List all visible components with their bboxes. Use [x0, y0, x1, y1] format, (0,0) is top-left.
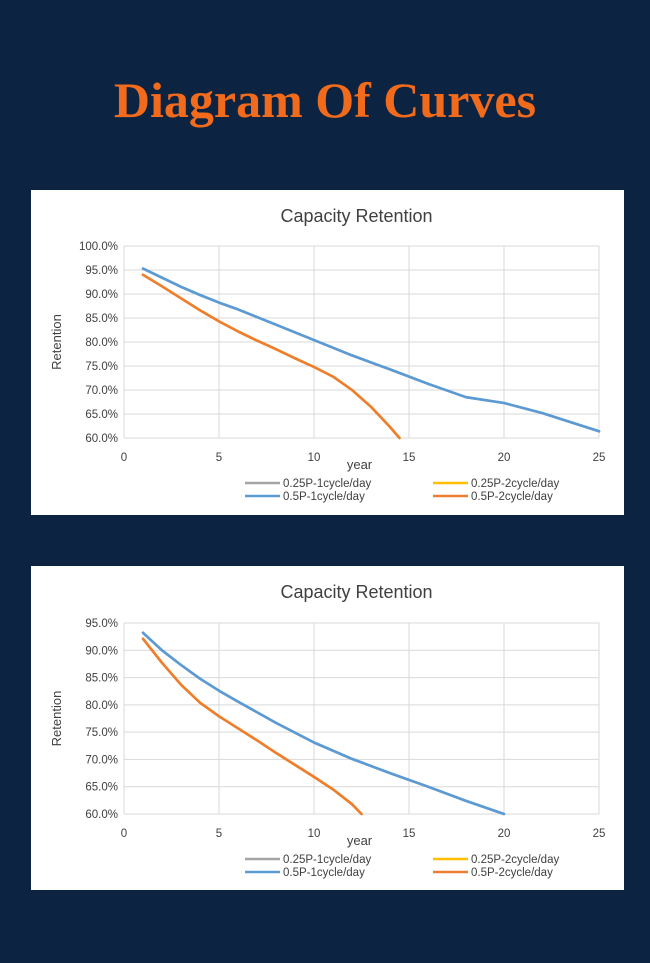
x-axis-title: year: [347, 457, 373, 472]
y-tick-label: 85.0%: [85, 673, 118, 685]
chart-panel-capacity-retention-2: Capacity Retention 60.0% 65.0% 70.0% 75.0% 80…: [31, 566, 624, 890]
y-tick-label: 65.0%: [85, 782, 118, 794]
chart-panel-capacity-retention-1: Capacity Retention 60.0% 65.0% 70.0% 75.0% 80…: [31, 190, 624, 515]
legend-label-0-5p-2cycle-day: 0.5P-2cycle/day: [471, 867, 553, 879]
y-axis-title: Retention: [49, 691, 64, 747]
y-tick-label: 95.0%: [85, 265, 118, 277]
y-tick-label: 80.0%: [85, 337, 118, 349]
legend-label-0-5p-1cycle-day: 0.5P-1cycle/day: [283, 491, 365, 503]
legend-label-0-5p-1cycle-day: 0.5P-1cycle/day: [283, 867, 365, 879]
x-tick-label: 10: [308, 452, 321, 464]
y-tick-label: 100.0%: [79, 241, 118, 253]
x-tick-label: 0: [121, 828, 127, 840]
y-axis-title: Retention: [49, 314, 64, 370]
y-tick-label: 80.0%: [85, 700, 118, 712]
y-tick-label: 70.0%: [85, 385, 118, 397]
x-tick-label: 25: [593, 452, 606, 464]
x-tick-label: 20: [498, 452, 511, 464]
x-tick-label: 10: [308, 828, 321, 840]
x-tick-label: 25: [593, 828, 606, 840]
chart-title: Capacity Retention: [280, 206, 432, 226]
y-tick-label: 75.0%: [85, 361, 118, 373]
chart-2: Capacity Retention 60.0% 65.0% 70.0% 75.0% 80…: [49, 582, 606, 879]
series-line-0-5p-2cycle-day: [141, 273, 401, 440]
y-tick-label: 90.0%: [85, 645, 118, 657]
y-tick-label: 60.0%: [85, 809, 118, 821]
y-tick-label: 95.0%: [85, 618, 118, 630]
page-title: Diagram Of Curves: [113, 72, 537, 128]
chart-title: Capacity Retention: [280, 582, 432, 602]
y-tick-label: 60.0%: [85, 433, 118, 445]
chart-1: Capacity Retention 60.0% 65.0% 70.0% 75.0% 80…: [49, 206, 606, 503]
x-tick-label: 15: [403, 828, 416, 840]
x-tick-label: 5: [216, 452, 222, 464]
x-axis-title: year: [347, 833, 373, 848]
legend-label-0-25p-2cycle-day: 0.25P-2cycle/day: [471, 478, 559, 490]
y-tick-label: 90.0%: [85, 289, 118, 301]
y-tick-label: 75.0%: [85, 727, 118, 739]
x-tick-label: 0: [121, 452, 127, 464]
y-tick-label: 65.0%: [85, 409, 118, 421]
legend-label-0-25p-1cycle-day: 0.25P-1cycle/day: [283, 854, 371, 866]
legend-label-0-5p-2cycle-day: 0.5P-2cycle/day: [471, 491, 553, 503]
legend-label-0-25p-2cycle-day: 0.25P-2cycle/day: [471, 854, 559, 866]
x-tick-label: 20: [498, 828, 511, 840]
series-line-0-5p-1cycle-day: [141, 267, 601, 433]
x-tick-label: 5: [216, 828, 222, 840]
series-line-0-5p-2cycle-day: [141, 637, 363, 816]
y-tick-label: 85.0%: [85, 313, 118, 325]
y-tick-label: 70.0%: [85, 754, 118, 766]
series-line-0-5p-1cycle-day: [141, 631, 506, 816]
x-tick-label: 15: [403, 452, 416, 464]
legend-label-0-25p-1cycle-day: 0.25P-1cycle/day: [283, 478, 371, 490]
